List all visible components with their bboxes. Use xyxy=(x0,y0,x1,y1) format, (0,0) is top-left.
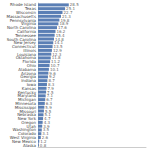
svg-text:8.3: 8.3 xyxy=(48,82,55,87)
svg-text:New Mexico: New Mexico xyxy=(12,138,36,144)
svg-text:Illinois: Illinois xyxy=(23,47,36,53)
svg-text:1.2: 1.2 xyxy=(40,138,47,144)
svg-text:5.1: 5.1 xyxy=(44,112,51,118)
svg-text:Rhode Island: Rhode Island xyxy=(10,2,36,8)
svg-text:Alabama: Alabama xyxy=(18,66,36,72)
svg-text:New York: New York xyxy=(17,116,36,122)
svg-text:12.9: 12.9 xyxy=(52,47,62,53)
svg-text:25.1: 25.1 xyxy=(66,6,75,12)
svg-text:7.1: 7.1 xyxy=(46,93,53,99)
svg-text:Ohio: Ohio xyxy=(26,63,36,68)
svg-text:South Carolina: South Carolina xyxy=(6,36,36,42)
svg-text:4.3: 4.3 xyxy=(43,119,50,125)
svg-text:Mississippi: Mississippi xyxy=(14,104,36,110)
svg-text:14.1: 14.1 xyxy=(54,40,64,46)
svg-text:Washington: Washington xyxy=(12,127,36,133)
svg-text:Kentucky: Kentucky xyxy=(17,89,36,95)
svg-text:Utah: Utah xyxy=(26,123,36,129)
svg-text:Minnesota: Minnesota xyxy=(15,100,36,106)
svg-text:8.7: 8.7 xyxy=(48,78,55,84)
svg-text:Indiana: Indiana xyxy=(21,78,36,84)
svg-text:Oklahoma: Oklahoma xyxy=(15,55,36,61)
svg-text:Arizona: Arizona xyxy=(21,70,36,76)
svg-text:Louisiana: Louisiana xyxy=(17,51,36,57)
svg-text:28.5: 28.5 xyxy=(69,2,79,8)
svg-text:7.9: 7.9 xyxy=(47,85,54,91)
svg-text:Connecticut: Connecticut xyxy=(12,44,36,50)
svg-text:Missouri: Missouri xyxy=(19,108,36,114)
svg-text:2.6: 2.6 xyxy=(41,135,49,140)
svg-text:10.7: 10.7 xyxy=(50,63,60,68)
svg-text:9.6: 9.6 xyxy=(49,70,56,76)
svg-text:North Carolina: North Carolina xyxy=(7,25,36,31)
svg-text:3.1: 3.1 xyxy=(42,131,49,137)
svg-text:Colorado: Colorado xyxy=(18,131,36,137)
svg-text:Michigan: Michigan xyxy=(18,97,36,103)
svg-text:5.9: 5.9 xyxy=(45,104,52,110)
svg-text:0.8: 0.8 xyxy=(40,143,47,148)
svg-text:Florida: Florida xyxy=(22,59,36,65)
svg-text:6.3: 6.3 xyxy=(45,100,53,106)
svg-text:Virginia: Virginia xyxy=(20,21,36,27)
svg-text:22.7: 22.7 xyxy=(63,10,73,15)
svg-text:Tennessee: Tennessee xyxy=(15,32,36,38)
svg-text:Wisconsin: Wisconsin xyxy=(16,10,36,15)
svg-text:Kansas: Kansas xyxy=(21,85,36,91)
svg-text:12.3: 12.3 xyxy=(52,51,62,57)
svg-text:Iowa: Iowa xyxy=(26,82,36,87)
svg-text:11.8: 11.8 xyxy=(51,55,61,61)
svg-text:6.7: 6.7 xyxy=(46,97,53,103)
svg-text:New Jersey: New Jersey xyxy=(13,40,36,46)
svg-text:18.9: 18.9 xyxy=(59,21,69,27)
svg-text:West Virginia: West Virginia xyxy=(9,135,36,140)
svg-text:11.2: 11.2 xyxy=(51,59,60,65)
svg-text:16.2: 16.2 xyxy=(56,28,66,34)
svg-text:14.8: 14.8 xyxy=(55,36,64,42)
svg-text:California: California xyxy=(17,28,36,34)
svg-text:21.3: 21.3 xyxy=(62,13,71,19)
svg-text:Nebraska: Nebraska xyxy=(17,112,36,118)
svg-text:9.2: 9.2 xyxy=(48,74,56,80)
svg-text:17.6: 17.6 xyxy=(58,25,67,31)
svg-text:10.1: 10.1 xyxy=(49,66,59,72)
svg-text:Pennsylvania: Pennsylvania xyxy=(9,17,36,23)
svg-text:Massachusetts: Massachusetts xyxy=(6,13,36,19)
svg-text:Oregon: Oregon xyxy=(21,119,36,125)
svg-text:Georgia: Georgia xyxy=(20,74,36,80)
svg-text:Maryland: Maryland xyxy=(17,93,36,99)
svg-text:7.5: 7.5 xyxy=(47,89,54,95)
svg-text:Texas: Texas xyxy=(24,6,36,12)
svg-text:4.7: 4.7 xyxy=(44,116,51,122)
svg-text:5.5: 5.5 xyxy=(44,108,52,114)
svg-text:15.4: 15.4 xyxy=(55,32,65,38)
svg-text:19.8: 19.8 xyxy=(60,17,70,23)
svg-text:13.5: 13.5 xyxy=(53,44,63,50)
svg-text:Alaska: Alaska xyxy=(23,143,37,148)
svg-text:3.5: 3.5 xyxy=(42,127,50,133)
svg-text:3.9: 3.9 xyxy=(43,123,50,129)
